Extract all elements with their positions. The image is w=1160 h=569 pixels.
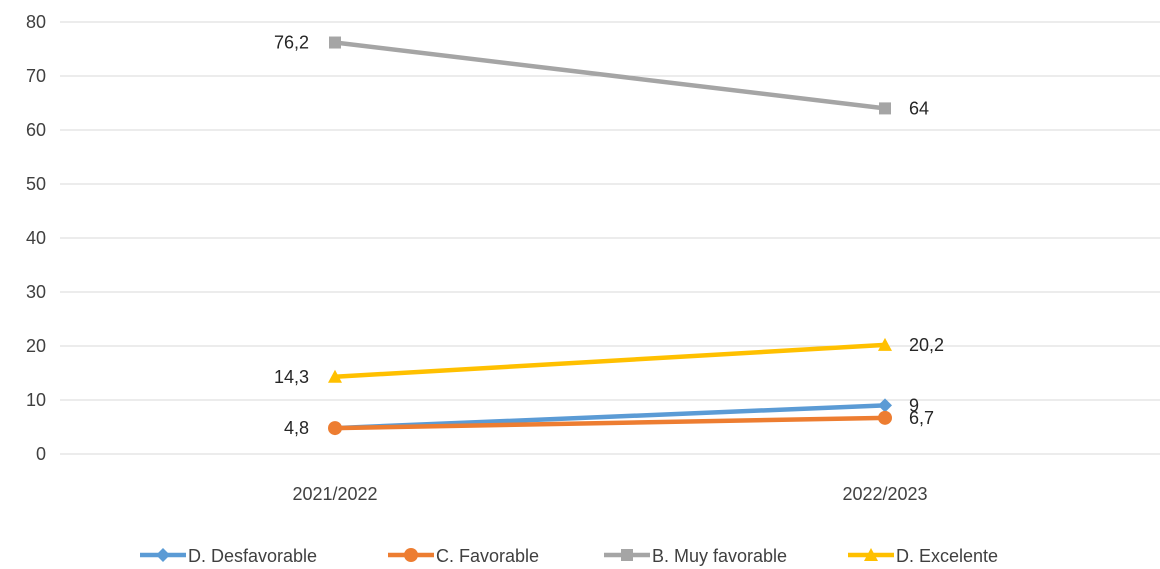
series-group <box>328 36 892 436</box>
legend-item: D. Desfavorable <box>140 546 317 566</box>
series-b-muy-favorable <box>329 36 891 115</box>
y-tick-label: 30 <box>26 282 46 302</box>
legend-label: D. Desfavorable <box>188 546 317 566</box>
legend-label: D. Excelente <box>896 546 998 566</box>
marker-diamond <box>878 398 892 413</box>
legend-item: B. Muy favorable <box>604 546 787 566</box>
series-c-favorable <box>328 410 892 436</box>
y-tick-label: 70 <box>26 66 46 86</box>
data-label: 4,8 <box>284 418 309 438</box>
legend-item: C. Favorable <box>388 546 539 566</box>
legend-label: B. Muy favorable <box>652 546 787 566</box>
data-label: 76,2 <box>274 33 309 53</box>
marker-square <box>879 102 891 115</box>
marker-triangle <box>864 548 878 561</box>
marker-circle <box>404 548 418 562</box>
legend: D. Desfavorable C. Favorable B. Muy favora… <box>140 546 998 566</box>
data-label: 9 <box>909 395 919 415</box>
marker-square <box>621 549 633 561</box>
y-tick-label: 20 <box>26 336 46 356</box>
marker-square <box>329 36 341 49</box>
y-tick-label: 80 <box>26 12 46 32</box>
data-label: 20,2 <box>909 335 944 355</box>
marker-circle <box>328 421 342 436</box>
x-axis-ticks: 2021/2022 2022/2023 <box>292 484 927 504</box>
gridlines <box>60 21 1160 455</box>
series-line <box>334 342 886 380</box>
legend-item: D. Excelente <box>848 546 998 566</box>
x-tick-label: 2022/2023 <box>842 484 927 504</box>
data-label: 64 <box>909 98 929 118</box>
y-tick-label: 60 <box>26 120 46 140</box>
x-tick-label: 2021/2022 <box>292 484 377 504</box>
marker-diamond <box>156 548 170 562</box>
legend-label: C. Favorable <box>436 546 539 566</box>
data-labels: 9 4,8 6,7 76,2 64 14,3 20,2 <box>274 33 944 439</box>
series-d-desfavorable <box>328 398 892 436</box>
y-tick-label: 0 <box>36 444 46 464</box>
series-d-excelente <box>328 337 892 383</box>
marker-triangle <box>878 337 892 351</box>
data-label: 14,3 <box>274 367 309 387</box>
y-axis-ticks: 0 10 20 30 40 50 60 70 80 <box>26 12 46 464</box>
marker-circle <box>878 410 892 425</box>
y-tick-label: 40 <box>26 228 46 248</box>
marker-triangle <box>328 369 342 383</box>
series-line <box>334 40 886 111</box>
data-label: 6,7 <box>909 408 934 428</box>
y-tick-label: 50 <box>26 174 46 194</box>
series-line <box>334 415 886 431</box>
y-tick-label: 10 <box>26 390 46 410</box>
